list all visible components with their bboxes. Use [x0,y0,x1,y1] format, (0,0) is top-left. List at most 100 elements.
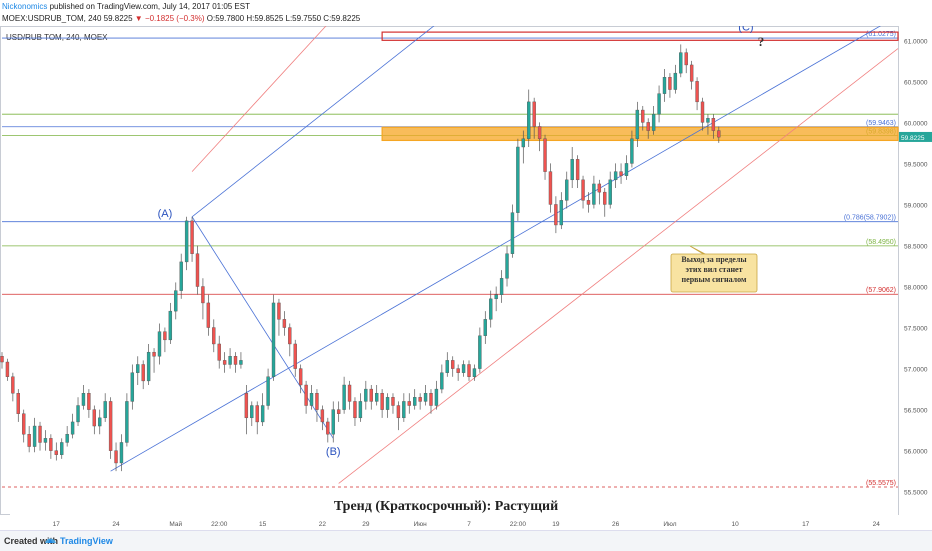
candle-body [331,409,335,435]
candle-body [608,179,612,205]
chart-border [0,26,899,515]
candles [0,44,721,472]
candle-body [619,171,623,176]
candle-body [108,401,113,451]
horizontal-levels: (61.0275)(59.9463)(59.8398)(0.786(58.790… [2,31,898,488]
tradingview-logo-icon [45,538,56,543]
candle-body [581,179,585,201]
candle-body [70,421,75,435]
candle-body [679,52,683,74]
wave-labels: (A) (B) (C) [158,26,754,458]
candle-body [489,298,493,320]
candle-body [673,72,678,90]
candle-body [554,204,558,226]
price-axis: 55.5000 56.0000 56.5000 57.0000 57.5000 58.00… [899,38,932,497]
price-zones [381,31,899,142]
candle-body [429,393,433,406]
candle-body [413,397,417,406]
candle-body [423,393,428,402]
candle-body [22,413,26,435]
candle-body [657,93,661,115]
candle-body [217,343,221,361]
candle-body [136,364,140,373]
candle-body [603,191,607,205]
candle-body [559,200,564,226]
level-label-4: (0.786(58.7902)) [844,215,896,222]
candle-body [206,302,211,328]
candle-body [662,77,667,94]
pitchfork-line-4 [191,216,334,439]
candle-body [5,361,10,377]
candle-body [592,183,596,205]
price-chart[interactable]: USD/RUB TOM, 240, MOEX (61.0275) (59.9463… [0,26,932,530]
level-label-6: (57.9062) [866,287,896,294]
candle-body [288,327,292,345]
candle-body [315,393,319,410]
candle-body [684,52,688,66]
candle-body [125,401,129,443]
candle-body [537,126,542,139]
candle-body [309,393,314,406]
candle-body [255,405,259,423]
candle-body [277,302,281,320]
level-label-0: (61.0275) [866,31,896,38]
x-tick-label: 17 [802,521,810,528]
tradingview-link[interactable]: TradingView [60,536,113,546]
candle-body [418,397,422,402]
pitchfork-line-1 [191,26,435,218]
candle-body [304,384,308,406]
publish-line: Nickonomics published on TradingView.com… [2,2,250,12]
candle-body [260,405,265,423]
pitchfork-line-3 [191,26,327,172]
candle-body [597,183,602,193]
candle-body [298,368,303,386]
candle-body [565,179,569,201]
candle-body [38,425,42,443]
candle-body [282,319,287,328]
x-tick-label: 17 [53,521,61,528]
author-link[interactable]: Nickonomics [2,2,48,11]
annotation-text: Выход за пределы этих вил станет первым … [681,255,747,284]
candle-body [244,393,249,419]
candle-body [651,113,656,131]
time-axis: 17 24 Май 22:00 15 22 29 Июн 7 22:00 19 26 Июл 10 17 24 [53,520,881,528]
candle-body [87,393,91,410]
candle-body [402,401,406,419]
candle-body [43,438,48,443]
candle-body [250,405,254,419]
candle-body [168,310,173,341]
footer-bar: Created with TradingView [0,530,932,551]
level-label-5: (58.4950) [866,239,896,246]
candle-body [27,434,31,447]
candle-body [11,376,15,394]
candle-body [326,421,330,435]
wave-label: (A) [158,208,173,220]
candle-body [711,118,716,131]
level-label-2: (59.9463) [866,120,896,127]
x-tick-label: 24 [873,521,881,528]
candle-body [233,356,238,365]
candle-body [434,388,439,406]
candle-body [16,393,20,414]
x-tick-label: 10 [731,521,739,528]
candle-body [119,442,124,464]
pitchfork-line-0 [110,26,881,472]
chart-title: USD/RUB TOM, 240, MOEX [6,33,108,42]
candle-body [510,212,515,254]
symbol-line: MOEX:USDRUB_TOM, 240 59.8225 ▼ −0.1825 (… [2,14,360,24]
question-mark: ? [758,34,765,49]
candle-body [391,397,395,406]
price-change: ▼ −0.1825 (−0.3%) [134,14,205,23]
y-tick-label: 59.5000 [904,161,928,168]
candle-body [271,302,276,377]
level-label-7: (55.5575) [866,480,896,487]
y-tick-label: 57.5000 [904,326,928,333]
x-tick-label: 15 [259,521,267,528]
candle-body [130,372,135,402]
candle-body [695,81,699,103]
candle-body [570,159,574,181]
candle-body [141,364,145,382]
candle-body [239,360,243,365]
created-with-text: Created with [4,536,59,546]
candle-body [32,425,37,447]
